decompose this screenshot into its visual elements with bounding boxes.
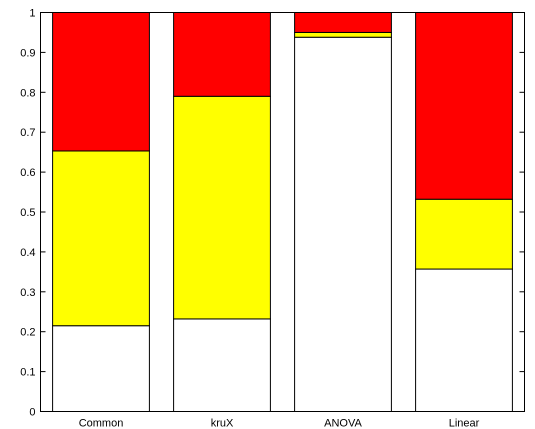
bar-krux-segment-3	[173, 12, 271, 97]
bar-anova-segment-2	[294, 31, 392, 38]
y-tick-label: 0.7	[20, 127, 35, 139]
bar-linear-segment-1	[415, 268, 513, 412]
y-tick-label: 0.1	[20, 367, 35, 379]
y-axis-ticks: 0 0.1 0.2 0.3 0.4 0.5 0.6 0.7 0.8 0.9 1	[20, 8, 525, 419]
bar-anova-segment-1	[294, 36, 392, 412]
x-category-label-krux: kruX	[211, 418, 234, 429]
bar-anova-segment-3	[294, 12, 392, 33]
plot-frame	[40, 12, 525, 412]
x-category-label-linear: Linear	[449, 418, 480, 429]
y-tick-label: 0.8	[20, 87, 35, 99]
y-tick-label: 0.6	[20, 167, 35, 179]
y-tick-label: 0.2	[20, 327, 35, 339]
y-tick-label: 0.4	[20, 247, 35, 259]
y-tick-label: 0.5	[20, 207, 35, 219]
y-tick-label: 1	[29, 8, 35, 20]
bar-common-segment-2	[52, 150, 150, 327]
bar-linear-segment-2	[415, 198, 513, 270]
bars-group	[52, 12, 513, 413]
x-category-label-common: Common	[79, 418, 124, 429]
bar-linear-segment-3	[415, 12, 513, 200]
bar-common-segment-1	[52, 325, 150, 412]
x-axis-labels: Common kruX ANOVA Linear	[79, 418, 480, 429]
y-tick-label: 0.3	[20, 287, 35, 299]
bar-common-segment-3	[52, 12, 150, 152]
x-category-label-anova: ANOVA	[324, 418, 362, 429]
y-tick-label: 0	[29, 407, 35, 419]
y-tick-label: 0.9	[20, 47, 35, 59]
bar-krux-segment-1	[173, 318, 271, 413]
bar-krux-segment-2	[173, 95, 271, 320]
